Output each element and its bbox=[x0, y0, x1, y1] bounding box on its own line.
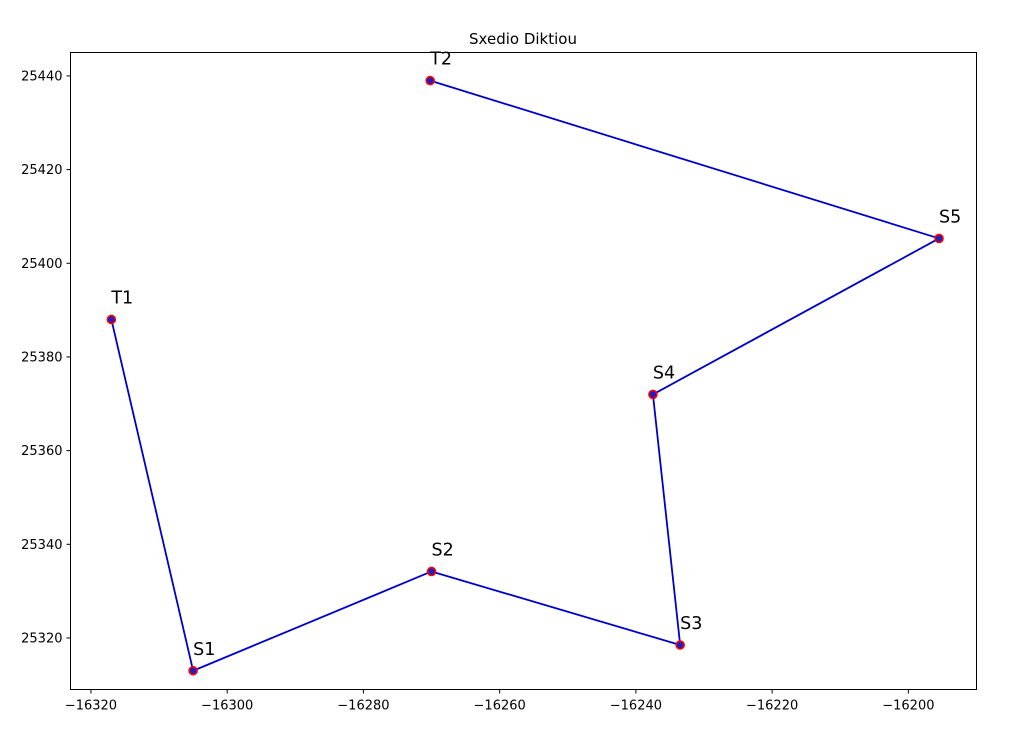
data-point-s1 bbox=[188, 665, 198, 676]
x-tick-label: −16320 bbox=[65, 699, 117, 714]
x-tick-label: −16280 bbox=[337, 699, 389, 714]
point-label-s3: S3 bbox=[680, 614, 702, 634]
data-point-s5 bbox=[934, 233, 944, 244]
point-label-s1: S1 bbox=[193, 640, 215, 660]
x-tick-label: −16240 bbox=[610, 699, 662, 714]
data-point-t1 bbox=[106, 314, 117, 325]
data-point-s3 bbox=[675, 640, 685, 650]
data-point-t2 bbox=[425, 75, 435, 86]
y-tick-label: 25340 bbox=[21, 538, 62, 553]
x-tick-label: −16300 bbox=[201, 699, 253, 714]
point-label-s4: S4 bbox=[653, 363, 675, 383]
plot-area: −16320 −16300 −16280 −16260 −16240 −16220 −162… bbox=[21, 50, 961, 714]
x-tick-label: −16220 bbox=[746, 699, 798, 714]
y-tick-label: 25360 bbox=[21, 444, 62, 459]
y-tick-label: 25320 bbox=[21, 631, 62, 646]
y-tick-label: 25440 bbox=[21, 69, 62, 84]
chart-title: Sxedio Diktiou bbox=[469, 30, 577, 48]
point-label-s5: S5 bbox=[939, 207, 961, 227]
x-tick-label: −16200 bbox=[882, 699, 934, 714]
point-label-s2: S2 bbox=[432, 540, 454, 560]
x-tick-label: −16260 bbox=[474, 699, 526, 714]
point-label-t1: T1 bbox=[110, 288, 133, 308]
data-point-s4 bbox=[648, 389, 658, 400]
point-label-t2: T2 bbox=[429, 50, 452, 70]
y-tick-label: 25400 bbox=[21, 257, 62, 272]
plot-frame bbox=[70, 52, 977, 690]
y-tick-label: 25420 bbox=[21, 163, 62, 178]
y-tick-label: 25380 bbox=[21, 350, 62, 365]
data-point-s2 bbox=[426, 566, 437, 577]
